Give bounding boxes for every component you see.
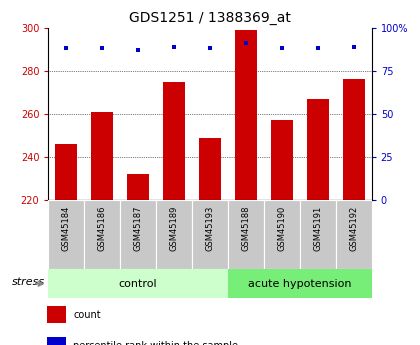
Bar bbox=[92, 112, 113, 200]
Bar bbox=[156, 200, 192, 269]
Bar bbox=[264, 200, 300, 269]
Bar bbox=[300, 200, 336, 269]
Point bbox=[99, 46, 105, 51]
Text: GSM45186: GSM45186 bbox=[98, 206, 107, 251]
Bar bbox=[47, 306, 66, 323]
Text: stress: stress bbox=[12, 277, 45, 287]
Text: GSM45193: GSM45193 bbox=[205, 206, 215, 251]
Bar bbox=[235, 30, 257, 200]
Bar bbox=[84, 200, 120, 269]
Point bbox=[171, 44, 177, 49]
Point bbox=[243, 40, 249, 46]
Bar bbox=[199, 138, 221, 200]
Point bbox=[350, 44, 357, 49]
Bar bbox=[48, 269, 228, 298]
Text: GSM45188: GSM45188 bbox=[241, 206, 250, 251]
Text: GSM45187: GSM45187 bbox=[134, 206, 143, 251]
Text: GSM45184: GSM45184 bbox=[62, 206, 71, 251]
Text: percentile rank within the sample: percentile rank within the sample bbox=[73, 341, 238, 345]
Bar bbox=[48, 200, 84, 269]
Bar bbox=[271, 120, 293, 200]
Text: GSM45190: GSM45190 bbox=[277, 206, 286, 251]
Text: count: count bbox=[73, 309, 101, 319]
Bar bbox=[120, 200, 156, 269]
Point bbox=[207, 46, 213, 51]
Bar bbox=[228, 200, 264, 269]
Text: GSM45192: GSM45192 bbox=[349, 206, 358, 251]
Bar bbox=[47, 337, 66, 345]
Bar bbox=[228, 269, 372, 298]
Text: GSM45189: GSM45189 bbox=[170, 206, 178, 251]
Text: acute hypotension: acute hypotension bbox=[248, 279, 352, 289]
Bar bbox=[127, 174, 149, 200]
Point bbox=[315, 46, 321, 51]
Bar bbox=[55, 144, 77, 200]
Point bbox=[63, 46, 70, 51]
Bar bbox=[192, 200, 228, 269]
Bar bbox=[307, 99, 328, 200]
Point bbox=[135, 47, 142, 53]
Title: GDS1251 / 1388369_at: GDS1251 / 1388369_at bbox=[129, 11, 291, 25]
Bar bbox=[336, 200, 372, 269]
Text: control: control bbox=[119, 279, 158, 289]
Bar bbox=[163, 81, 185, 200]
Point bbox=[278, 46, 285, 51]
Bar bbox=[343, 79, 365, 200]
Text: GSM45191: GSM45191 bbox=[313, 206, 322, 251]
